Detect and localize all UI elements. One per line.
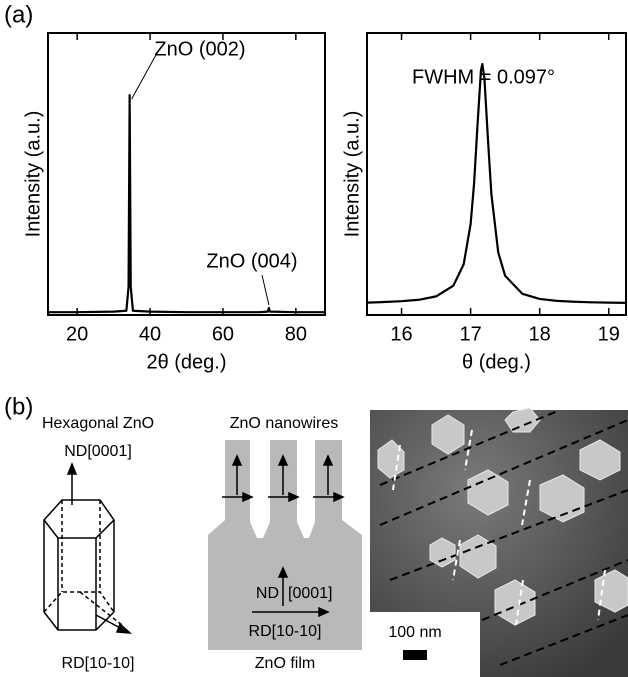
x-tick-label: 16 bbox=[390, 323, 412, 345]
annotation: ZnO (002) bbox=[154, 38, 245, 60]
label: ND[0001] bbox=[64, 443, 132, 460]
label: Hexagonal ZnO bbox=[42, 415, 154, 432]
label: [0001] bbox=[288, 585, 332, 602]
data-line bbox=[48, 93, 325, 314]
x-tick-label: 60 bbox=[212, 323, 234, 345]
label: ND bbox=[256, 585, 279, 602]
y-axis-label: Intensity (a.u.) bbox=[22, 111, 44, 238]
label: RD[10-10] bbox=[249, 623, 322, 640]
x-tick-label: 20 bbox=[66, 323, 88, 345]
label: ZnO nanowires bbox=[230, 415, 339, 432]
annotation: FWHM = 0.097° bbox=[412, 66, 555, 88]
x-tick-label: 80 bbox=[285, 323, 307, 345]
x-axis-label: θ (deg.) bbox=[462, 351, 531, 373]
x-tick-label: 17 bbox=[459, 323, 481, 345]
label: ZnO film bbox=[255, 655, 315, 672]
leader-line bbox=[261, 274, 270, 306]
sem-image: 100 nm bbox=[370, 407, 628, 677]
x-tick-label: 40 bbox=[139, 323, 161, 345]
annotation: ZnO (004) bbox=[206, 250, 297, 272]
label: RD[10-10] bbox=[62, 655, 135, 672]
nanowire-diagram: ZnO nanowires ND [0001] RD[10-10] ZnO fi… bbox=[208, 415, 362, 672]
plot-frame bbox=[366, 32, 627, 316]
panel-label: (b) bbox=[4, 393, 33, 420]
charts: 20 40 60 80 2θ (deg.) Intensity (a.u.) ZnO (00… bbox=[22, 32, 627, 373]
panel-label: (a) bbox=[4, 1, 33, 28]
data-line bbox=[366, 62, 627, 304]
hexagon-diagram: Hexagonal ZnO ND[0001] RD[10-10] bbox=[42, 415, 154, 672]
x-tick-label: 19 bbox=[598, 323, 620, 345]
x-tick-label: 18 bbox=[529, 323, 551, 345]
plot-frame bbox=[47, 32, 326, 316]
y-axis-label: Intensity (a.u.) bbox=[341, 111, 363, 238]
x-axis-label: 2θ (deg.) bbox=[146, 351, 226, 373]
scale-label: 100 nm bbox=[388, 624, 441, 641]
leader-line bbox=[131, 52, 158, 100]
